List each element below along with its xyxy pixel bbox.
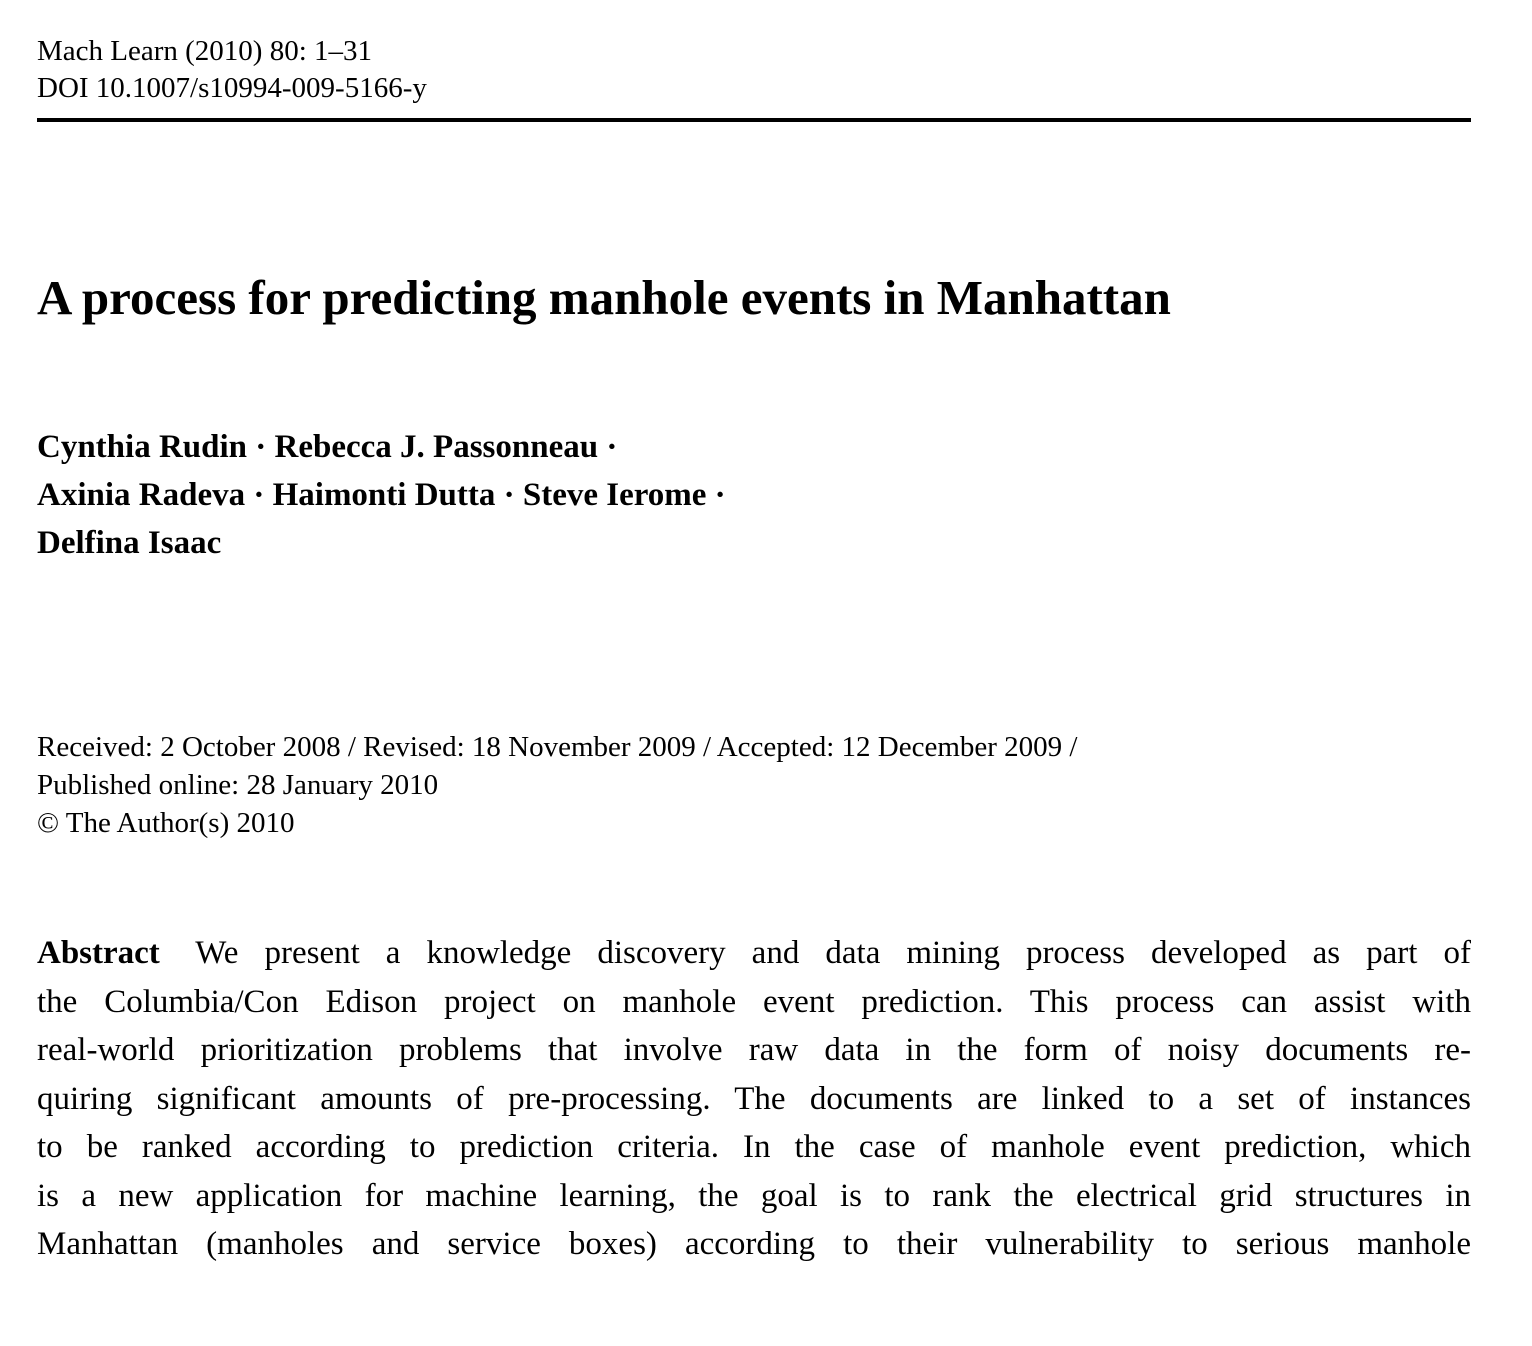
abstract-text-1: We present a knowledge discovery and dat… — [195, 935, 1471, 971]
journal-citation: Mach Learn (2010) 80: 1–31 — [37, 35, 373, 67]
copyright-line: © The Author(s) 2010 — [37, 807, 295, 839]
author-line-3: Delfina Isaac — [37, 525, 222, 561]
abstract-line-2: the Columbia/Con Edison project on manho… — [37, 983, 1471, 1020]
abstract-line-7: Manhattan (manholes and service boxes) a… — [37, 1226, 1471, 1262]
doi[interactable]: DOI 10.1007/s10994-009-5166-y — [37, 72, 427, 104]
header-rule — [37, 118, 1471, 122]
author-line-1: Cynthia Rudin · Rebecca J. Passonneau · — [37, 429, 618, 465]
paper-page: Mach Learn (2010) 80: 1–31 DOI 10.1007/s… — [37, 0, 1471, 1346]
paper-title: A process for predicting manhole events … — [37, 270, 1171, 325]
author-line-2: Axinia Radeva · Haimonti Dutta · Steve I… — [37, 477, 726, 513]
journal-header: Mach Learn (2010) 80: 1–31 DOI 10.1007/s… — [37, 33, 427, 107]
history-line-2: Published online: 28 January 2010 — [37, 769, 439, 801]
abstract-line-1: Abstract We present a knowledge discover… — [37, 929, 1471, 978]
publication-history: Received: 2 October 2008 / Revised: 18 N… — [37, 728, 1078, 842]
abstract-line-6: is a new application for machine learnin… — [37, 1177, 1471, 1214]
history-line-1: Received: 2 October 2008 / Revised: 18 N… — [37, 731, 1078, 763]
abstract-line-5: to be ranked according to prediction cri… — [37, 1129, 1471, 1165]
abstract-line-3: real-world prioritization problems that … — [37, 1032, 1471, 1068]
abstract: Abstract We present a knowledge discover… — [37, 929, 1471, 1269]
author-list: Cynthia Rudin · Rebecca J. Passonneau · … — [37, 423, 726, 567]
abstract-label: Abstract — [37, 935, 160, 971]
abstract-line-4: quiring significant amounts of pre-proce… — [37, 1080, 1471, 1117]
